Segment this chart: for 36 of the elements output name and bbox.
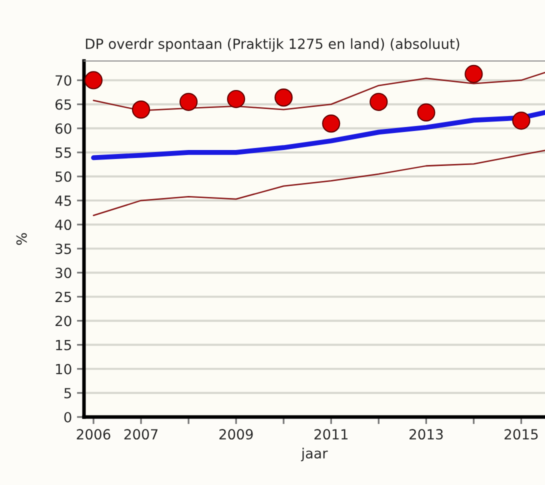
y-tick-label: 0 [64,412,72,422]
y-tick-label: 45 [55,196,71,206]
line-series [91,110,545,160]
y-tick-label: 25 [56,292,71,302]
point [274,88,293,107]
x-tick-label: 2013 [410,429,443,440]
y-tick-label: 40 [55,220,72,230]
y-tick-label: 55 [56,148,71,158]
point [512,112,530,130]
point [84,71,103,90]
y-tick-label: 5 [64,388,71,398]
chart-title: DP overdr spontaan (Praktijk 1275 en land) (absoluut) [86,38,460,52]
x-tick-label: 2015 [504,429,538,440]
y-tick-label: 50 [56,171,72,182]
y-tick-label: 30 [56,268,72,278]
y-tick-label: 60 [55,123,72,134]
x-tick-label: 2007 [124,429,158,440]
y-axis-title: % [16,233,27,245]
y-tick-label: 20 [56,316,72,326]
y-tick-label: 65 [55,99,71,110]
y-tick-label: 70 [56,75,72,86]
line-series [92,150,545,216]
x-tick-label: 2011 [314,429,348,440]
x-tick-label: 2009 [219,429,253,440]
x-tick-label: 2006 [76,429,110,440]
point [322,114,340,133]
point [464,64,483,84]
x-axis-title: jaar [300,448,328,462]
point [417,103,436,122]
y-tick-label: 10 [56,364,72,374]
point [227,90,246,108]
point [370,92,388,111]
y-tick-label: 15 [56,340,71,350]
y-tick-label: 35 [56,244,71,254]
point [132,100,150,119]
point [179,92,198,111]
